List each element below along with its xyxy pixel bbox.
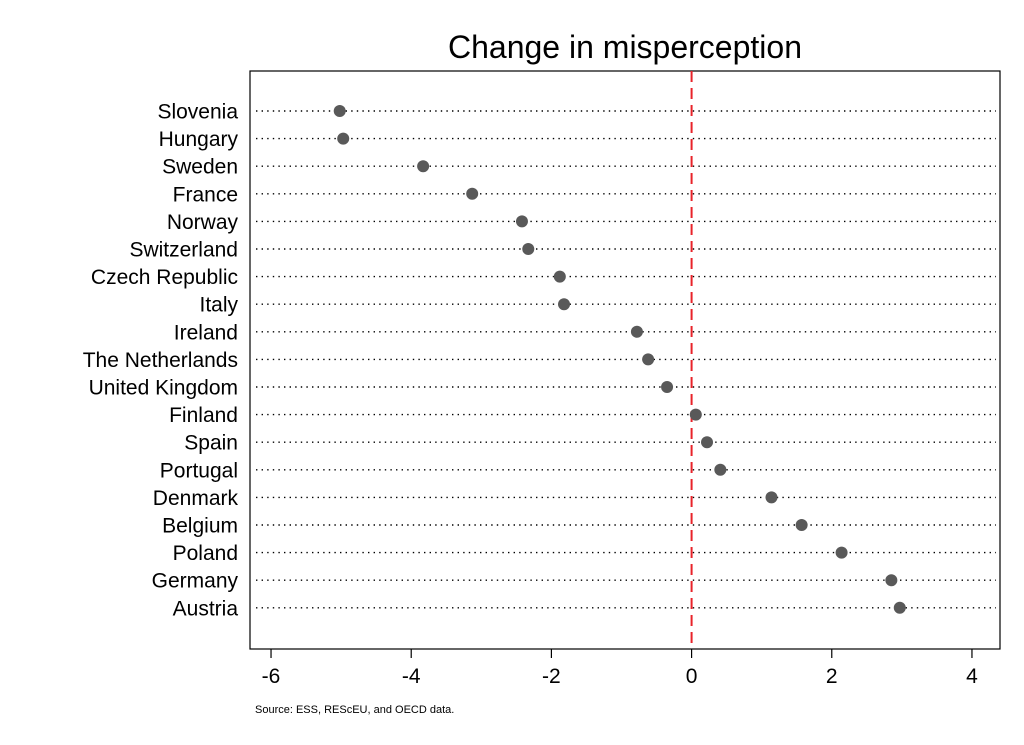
data-point [558, 298, 571, 311]
x-tick-label: -2 [542, 665, 561, 688]
category-label: Ireland [174, 321, 238, 344]
category-labels: Slovenia Hungary Sweden France Norway Switzer… [83, 101, 239, 621]
data-point [337, 132, 350, 145]
category-label: Austria [173, 597, 239, 620]
category-label: The Netherlands [83, 349, 238, 372]
data-point [885, 574, 898, 587]
category-label: Sweden [162, 156, 238, 179]
category-label: Portugal [160, 459, 238, 482]
x-tick-label: -6 [262, 665, 281, 688]
category-label: Norway [167, 211, 239, 234]
data-point [765, 491, 778, 504]
data-point [689, 408, 702, 421]
x-tick-label: 0 [686, 665, 698, 688]
data-point [795, 519, 808, 531]
data-point [642, 353, 655, 366]
category-label: Spain [184, 432, 238, 455]
data-point [333, 105, 346, 117]
source-note: Source: ESS, REScEU, and OECD data. [255, 704, 454, 716]
data-point [630, 325, 643, 338]
category-label: Poland [173, 542, 238, 565]
category-label: France [173, 183, 238, 206]
x-tick-label: 4 [966, 665, 978, 688]
data-point [466, 187, 479, 200]
data-point [515, 215, 528, 228]
category-label: Finland [169, 404, 238, 427]
category-label: Denmark [153, 487, 239, 510]
data-point [553, 270, 566, 283]
data-point [522, 243, 535, 255]
chart-title: Change in misperception [448, 29, 802, 65]
category-label: Czech Republic [91, 266, 238, 289]
category-label: Slovenia [157, 101, 238, 124]
guide-lines [256, 110, 996, 609]
category-label: Hungary [159, 128, 239, 151]
x-axis: -6 -4 -2 0 2 4 [262, 649, 978, 688]
category-label: Germany [152, 570, 239, 593]
category-label: United Kingdom [89, 377, 238, 400]
data-point [417, 160, 430, 173]
data-point [701, 436, 714, 449]
data-point [893, 601, 906, 614]
category-label: Italy [199, 294, 238, 317]
plot-area-frame [249, 70, 1001, 650]
data-point [661, 381, 674, 393]
data-point [835, 546, 848, 559]
data-point [714, 463, 727, 476]
data-points [333, 105, 906, 614]
x-tick-label: 2 [826, 665, 838, 688]
category-label: Belgium [162, 515, 238, 538]
category-label: Switzerland [129, 239, 238, 262]
x-tick-label: -4 [402, 665, 421, 688]
